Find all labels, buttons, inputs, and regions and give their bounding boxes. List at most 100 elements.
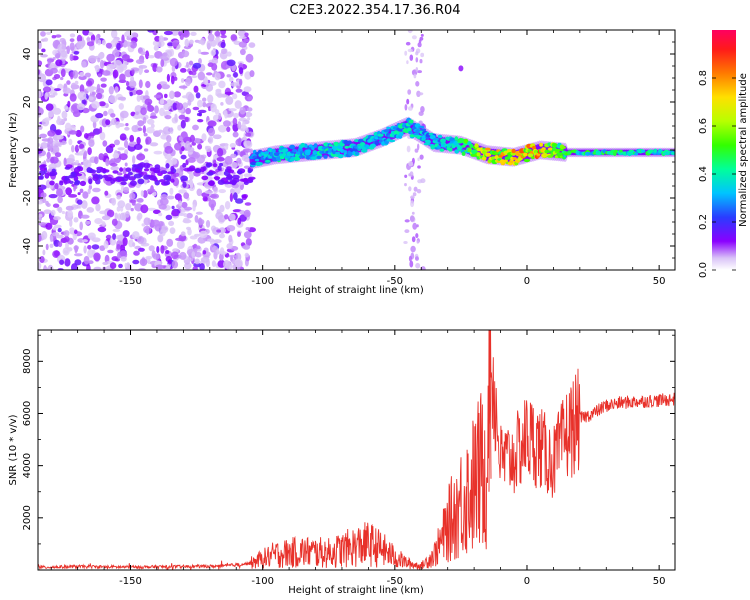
heatmap-cell xyxy=(84,72,91,78)
heatmap-cell xyxy=(124,262,128,268)
heatmap-cell xyxy=(180,119,186,129)
heatmap-cell xyxy=(243,231,252,239)
heatmap-cell xyxy=(237,121,242,130)
heatmap-cell xyxy=(377,133,384,137)
heatmap-cell xyxy=(213,159,217,165)
heatmap-cell xyxy=(103,110,108,117)
spectrogram-ticks: -150 -100 -50 0 50 -40 -20 0 20 40 xyxy=(22,29,675,287)
heatmap-cell xyxy=(91,196,100,205)
heatmap-cell xyxy=(171,65,176,73)
heatmap-cell xyxy=(406,60,409,65)
heatmap-cell xyxy=(73,167,81,173)
heatmap-cell xyxy=(106,209,115,218)
chart-title: C2E3.2022.354.17.36.R04 xyxy=(289,3,460,18)
heatmap-cell xyxy=(271,149,276,153)
heatmap-cell xyxy=(145,136,152,145)
heatmap-cell xyxy=(378,137,384,141)
heatmap-cell xyxy=(117,147,125,151)
heatmap-cell xyxy=(57,43,66,53)
heatmap-cell xyxy=(415,67,419,73)
heatmap-cell xyxy=(235,88,243,93)
heatmap-cell xyxy=(202,166,207,171)
heatmap-cell xyxy=(38,233,42,243)
heatmap-cell xyxy=(180,231,186,237)
heatmap-cell xyxy=(96,83,101,93)
heatmap-cell xyxy=(92,187,101,193)
heatmap-cell xyxy=(407,48,413,53)
heatmap-cell xyxy=(52,227,57,231)
heatmap-cell xyxy=(244,202,252,206)
heatmap-cell xyxy=(112,233,117,240)
heatmap-cell xyxy=(86,207,95,213)
heatmap-cell xyxy=(232,117,238,126)
heatmap-cell xyxy=(595,152,602,156)
heatmap-cell xyxy=(38,213,43,218)
heatmap-cell xyxy=(226,126,231,133)
heatmap-cell xyxy=(65,187,72,196)
heatmap-cell xyxy=(39,175,44,180)
heatmap-cell xyxy=(300,142,306,148)
heatmap-cell xyxy=(38,107,44,116)
heatmap-cell xyxy=(201,133,207,142)
heatmap-cell xyxy=(210,193,220,199)
heatmap-cell xyxy=(238,41,247,48)
heatmap-cell xyxy=(216,157,225,162)
heatmap-cell xyxy=(105,119,111,126)
heatmap-cell xyxy=(232,93,238,100)
heatmap-cell xyxy=(408,130,413,135)
heatmap-cell xyxy=(238,160,242,165)
heatmap-cell xyxy=(147,207,156,211)
heatmap-cell xyxy=(192,124,199,131)
heatmap-cell xyxy=(273,152,280,157)
heatmap-cell xyxy=(207,120,217,127)
heatmap-cell xyxy=(206,162,213,167)
heatmap-cell xyxy=(245,227,251,231)
heatmap-cell xyxy=(454,136,459,141)
heatmap-cell xyxy=(237,30,247,37)
heatmap-cell xyxy=(135,111,139,116)
heatmap-cell xyxy=(80,214,90,219)
heatmap-cell xyxy=(55,59,63,67)
heatmap-cell xyxy=(70,82,77,90)
heatmap-cell xyxy=(57,196,63,204)
heatmap-cell xyxy=(210,103,217,113)
heatmap-cell xyxy=(142,190,148,199)
heatmap-cell xyxy=(230,188,235,195)
heatmap-cell xyxy=(131,125,139,133)
heatmap-cell xyxy=(202,97,207,102)
heatmap-cell xyxy=(64,258,71,267)
heatmap-cell xyxy=(50,209,56,216)
heatmap-cell xyxy=(186,61,189,68)
heatmap-cell xyxy=(461,144,466,148)
heatmap-cell xyxy=(552,143,558,147)
heatmap-cell xyxy=(45,31,52,35)
heatmap-cell xyxy=(63,230,70,237)
heatmap-cell xyxy=(408,119,414,124)
heatmap-cell xyxy=(224,200,231,210)
heatmap-cell xyxy=(125,123,129,127)
heatmap-cell xyxy=(87,147,92,156)
heatmap-cell xyxy=(491,150,497,156)
heatmap-cell xyxy=(142,125,146,134)
heatmap-cell xyxy=(111,256,119,262)
heatmap-cell xyxy=(189,134,195,143)
heatmap-cell xyxy=(207,94,214,104)
heatmap-cell xyxy=(68,130,78,135)
heatmap-cell xyxy=(112,170,119,174)
heatmap-cell xyxy=(188,60,194,66)
heatmap-cell xyxy=(82,239,88,243)
heatmap-cell xyxy=(44,117,52,121)
heatmap-cell xyxy=(461,151,466,156)
heatmap-cell xyxy=(417,157,420,162)
heatmap-cell xyxy=(531,145,537,150)
heatmap-cell xyxy=(95,203,101,212)
snr-series-line xyxy=(38,330,675,570)
heatmap-cell xyxy=(83,245,87,254)
heatmap-cell xyxy=(197,49,202,55)
heatmap-cell xyxy=(110,113,116,118)
heatmap-cell xyxy=(169,90,175,100)
spectrogram-heatmap xyxy=(38,30,675,270)
heatmap-cell xyxy=(38,222,47,226)
heatmap-cell xyxy=(176,102,184,111)
heatmap-cell xyxy=(404,104,408,111)
